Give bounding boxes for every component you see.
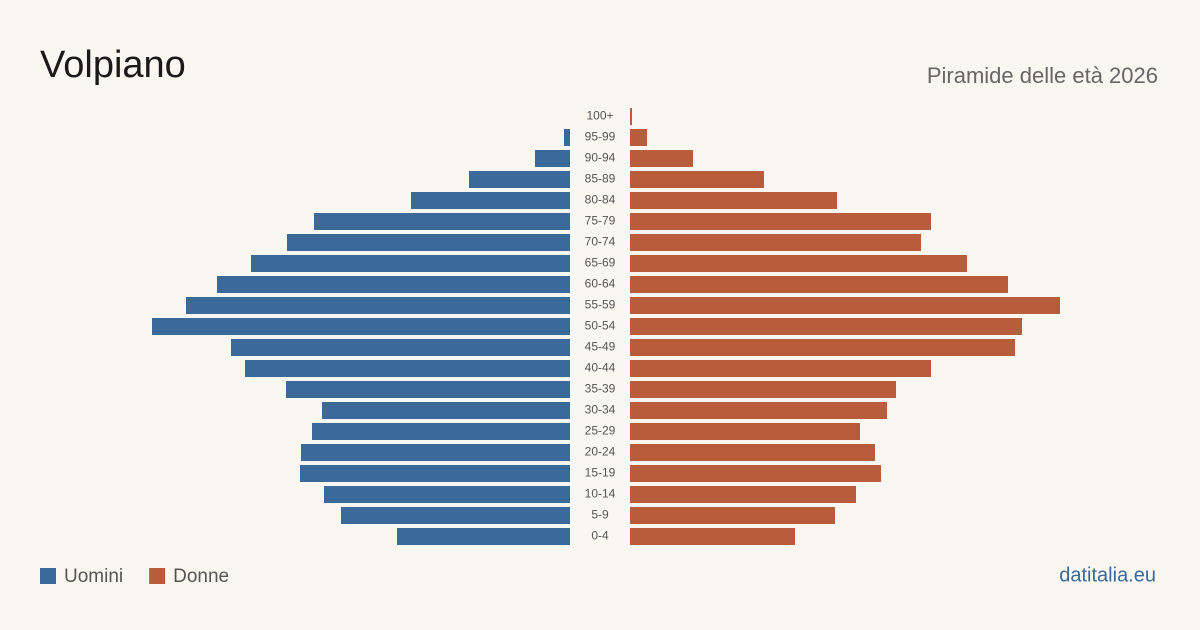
age-label: 65-69 [585, 256, 616, 270]
age-label: 90-94 [585, 151, 616, 165]
legend-swatch [149, 568, 166, 584]
bar-female [630, 171, 764, 188]
bar-female [630, 297, 1060, 314]
age-label: 35-39 [585, 382, 616, 396]
age-label: 5-9 [591, 508, 609, 522]
age-label: 25-29 [585, 424, 616, 438]
bar-male [287, 234, 570, 251]
bar-female [630, 465, 881, 482]
age-label: 85-89 [585, 172, 616, 186]
bar-female [630, 129, 647, 146]
age-label: 55-59 [585, 298, 616, 312]
bar-male [469, 171, 570, 188]
age-label: 40-44 [585, 361, 616, 375]
bar-female [630, 255, 967, 272]
bar-male [324, 486, 570, 503]
bar-male [186, 297, 570, 314]
bar-female [630, 234, 921, 251]
bar-male [231, 339, 570, 356]
bar-male [312, 423, 570, 440]
age-label: 45-49 [585, 340, 616, 354]
bar-male [314, 213, 570, 230]
bar-female [630, 486, 856, 503]
bar-female [630, 213, 931, 230]
age-label: 70-74 [585, 235, 616, 249]
bar-female [630, 381, 896, 398]
age-label: 100+ [586, 109, 613, 123]
bar-female [630, 444, 875, 461]
bar-female [630, 276, 1008, 293]
bar-male [322, 402, 570, 419]
age-label: 80-84 [585, 193, 616, 207]
bar-male [245, 360, 570, 377]
bar-female [630, 150, 693, 167]
bar-female [630, 339, 1015, 356]
bar-female [630, 318, 1022, 335]
chart-subtitle: Piramide delle età 2026 [927, 63, 1158, 88]
age-label: 20-24 [585, 445, 616, 459]
bar-male [300, 465, 570, 482]
bar-female [630, 528, 795, 545]
bar-male [564, 129, 570, 146]
age-label: 60-64 [585, 277, 616, 291]
bar-male [411, 192, 570, 209]
bar-male [397, 528, 570, 545]
bar-female [630, 360, 931, 377]
age-label: 95-99 [585, 130, 616, 144]
bar-female [630, 108, 632, 125]
bar-male [152, 318, 570, 335]
bar-female [630, 402, 887, 419]
legend-swatch [40, 568, 56, 584]
age-label: 30-34 [585, 403, 616, 417]
legend-label: Donne [173, 566, 229, 587]
bar-female [630, 423, 860, 440]
bar-male [286, 381, 570, 398]
age-label: 15-19 [585, 466, 616, 480]
age-label: 10-14 [585, 487, 616, 501]
bar-female [630, 507, 835, 524]
bar-male [251, 255, 570, 272]
age-label: 75-79 [585, 214, 616, 228]
source-link[interactable]: datitalia.eu [1059, 564, 1156, 586]
bar-male [535, 150, 570, 167]
bar-male [301, 444, 570, 461]
age-label: 0-4 [591, 529, 609, 543]
bar-female [630, 192, 837, 209]
age-label: 50-54 [585, 319, 616, 333]
bar-male [217, 276, 570, 293]
legend-label: Uomini [64, 566, 123, 587]
bar-male [341, 507, 570, 524]
chart-title: Volpiano [40, 44, 186, 86]
